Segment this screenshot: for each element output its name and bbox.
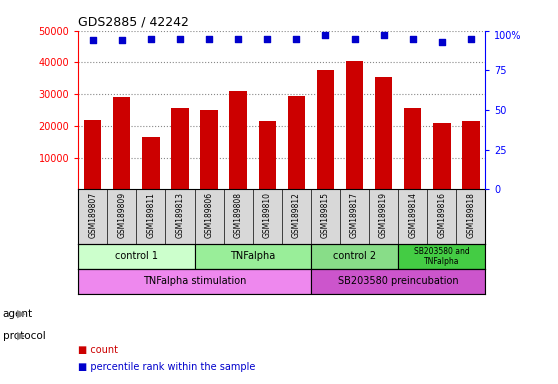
Bar bbox=[200, 110, 218, 189]
Text: GSM189811: GSM189811 bbox=[146, 192, 155, 238]
Text: GSM189817: GSM189817 bbox=[350, 192, 359, 238]
Point bbox=[408, 36, 417, 42]
Point bbox=[146, 36, 155, 42]
Text: GSM189810: GSM189810 bbox=[263, 192, 272, 238]
Bar bbox=[78, 269, 311, 294]
Text: ▶: ▶ bbox=[17, 309, 26, 319]
Bar bbox=[317, 70, 334, 189]
Text: agent: agent bbox=[3, 309, 33, 319]
Text: GSM189815: GSM189815 bbox=[321, 192, 330, 238]
Bar bbox=[398, 244, 485, 269]
Text: GSM189819: GSM189819 bbox=[379, 192, 388, 238]
Text: ▶: ▶ bbox=[17, 331, 26, 341]
Bar bbox=[404, 109, 421, 189]
Point bbox=[292, 36, 301, 42]
Text: GSM189816: GSM189816 bbox=[437, 192, 446, 238]
Text: SB203580 and
TNFalpha: SB203580 and TNFalpha bbox=[414, 247, 470, 266]
Bar bbox=[375, 77, 392, 189]
Bar bbox=[78, 244, 195, 269]
Point bbox=[175, 36, 184, 42]
Bar bbox=[346, 61, 363, 189]
Text: GSM189806: GSM189806 bbox=[205, 192, 214, 238]
Point bbox=[321, 32, 330, 38]
Bar bbox=[171, 109, 189, 189]
Text: ■ count: ■ count bbox=[78, 345, 118, 355]
Point bbox=[263, 36, 272, 42]
Text: TNFalpha: TNFalpha bbox=[230, 252, 275, 262]
Bar bbox=[84, 119, 102, 189]
Bar bbox=[287, 96, 305, 189]
Point bbox=[234, 36, 243, 42]
Point bbox=[117, 37, 126, 43]
Text: GSM189812: GSM189812 bbox=[292, 192, 301, 238]
Text: control 1: control 1 bbox=[115, 252, 158, 262]
Text: GSM189813: GSM189813 bbox=[175, 192, 185, 238]
Text: GSM189808: GSM189808 bbox=[234, 192, 243, 238]
Bar bbox=[229, 91, 247, 189]
Text: GSM189807: GSM189807 bbox=[88, 192, 97, 238]
Text: control 2: control 2 bbox=[333, 252, 376, 262]
Bar bbox=[258, 121, 276, 189]
Point bbox=[88, 37, 97, 43]
Point bbox=[350, 36, 359, 42]
Bar bbox=[462, 121, 480, 189]
Point bbox=[466, 36, 475, 42]
Point bbox=[379, 32, 388, 38]
Bar bbox=[433, 123, 450, 189]
Bar bbox=[195, 244, 311, 269]
Text: SB203580 preincubation: SB203580 preincubation bbox=[338, 276, 459, 286]
Text: GDS2885 / 42242: GDS2885 / 42242 bbox=[78, 15, 189, 28]
Bar bbox=[113, 98, 131, 189]
Text: GSM189814: GSM189814 bbox=[408, 192, 417, 238]
Text: GSM189809: GSM189809 bbox=[117, 192, 126, 238]
Bar bbox=[142, 137, 160, 189]
Point bbox=[437, 39, 446, 45]
Text: protocol: protocol bbox=[3, 331, 46, 341]
Text: 100%: 100% bbox=[494, 31, 521, 41]
Text: TNFalpha stimulation: TNFalpha stimulation bbox=[143, 276, 246, 286]
Text: ■ percentile rank within the sample: ■ percentile rank within the sample bbox=[78, 362, 256, 372]
Point bbox=[205, 36, 214, 42]
Bar bbox=[311, 269, 485, 294]
Bar bbox=[311, 244, 398, 269]
Text: GSM189818: GSM189818 bbox=[466, 192, 475, 238]
